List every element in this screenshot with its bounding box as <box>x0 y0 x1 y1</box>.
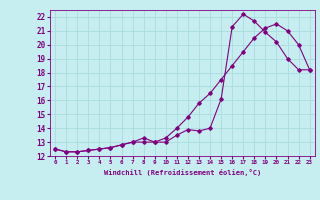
X-axis label: Windchill (Refroidissement éolien,°C): Windchill (Refroidissement éolien,°C) <box>104 169 261 176</box>
